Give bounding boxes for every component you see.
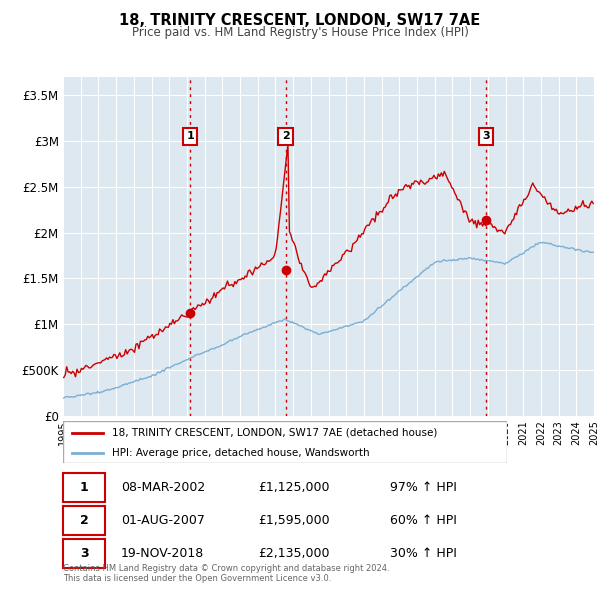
Text: £1,125,000: £1,125,000 bbox=[259, 481, 330, 494]
Text: £1,595,000: £1,595,000 bbox=[259, 514, 330, 527]
Text: 18, TRINITY CRESCENT, LONDON, SW17 7AE (detached house): 18, TRINITY CRESCENT, LONDON, SW17 7AE (… bbox=[112, 428, 437, 438]
Text: 1: 1 bbox=[187, 132, 194, 141]
Text: 08-MAR-2002: 08-MAR-2002 bbox=[121, 481, 205, 494]
Text: 18, TRINITY CRESCENT, LONDON, SW17 7AE: 18, TRINITY CRESCENT, LONDON, SW17 7AE bbox=[119, 13, 481, 28]
Text: 30% ↑ HPI: 30% ↑ HPI bbox=[391, 547, 457, 560]
Text: Price paid vs. HM Land Registry's House Price Index (HPI): Price paid vs. HM Land Registry's House … bbox=[131, 26, 469, 39]
Text: 19-NOV-2018: 19-NOV-2018 bbox=[121, 547, 205, 560]
FancyBboxPatch shape bbox=[63, 539, 105, 568]
Text: 1: 1 bbox=[80, 481, 88, 494]
Text: 2: 2 bbox=[282, 132, 290, 141]
Text: 60% ↑ HPI: 60% ↑ HPI bbox=[391, 514, 457, 527]
Text: Contains HM Land Registry data © Crown copyright and database right 2024.
This d: Contains HM Land Registry data © Crown c… bbox=[63, 563, 389, 583]
FancyBboxPatch shape bbox=[63, 473, 105, 502]
Text: £2,135,000: £2,135,000 bbox=[259, 547, 330, 560]
Text: 3: 3 bbox=[80, 547, 88, 560]
FancyBboxPatch shape bbox=[63, 421, 507, 463]
Text: 2: 2 bbox=[80, 514, 88, 527]
FancyBboxPatch shape bbox=[63, 506, 105, 535]
Text: HPI: Average price, detached house, Wandsworth: HPI: Average price, detached house, Wand… bbox=[112, 448, 370, 457]
Text: 97% ↑ HPI: 97% ↑ HPI bbox=[391, 481, 457, 494]
Text: 3: 3 bbox=[482, 132, 490, 141]
Text: 01-AUG-2007: 01-AUG-2007 bbox=[121, 514, 205, 527]
